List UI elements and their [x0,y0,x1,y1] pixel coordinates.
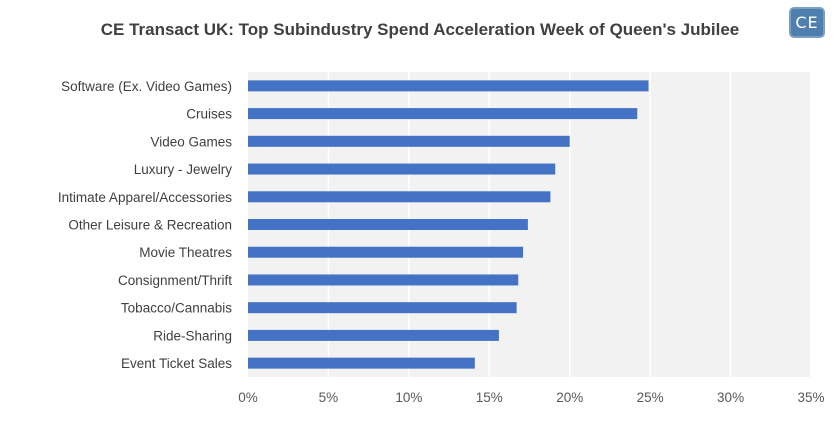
bar [248,357,475,369]
bar [248,329,499,341]
bar [248,219,528,230]
x-tick-labels: 0% 5% 10% 15% 20% 25% 30% 35% [238,390,824,405]
bar [248,163,556,175]
x-tick-label: 20% [556,390,583,405]
category-label: Event Ticket Sales [121,356,232,371]
bars [248,80,649,369]
category-label: Intimate Apparel/Accessories [58,190,232,205]
bar [248,302,517,314]
x-tick-label: 5% [319,390,339,405]
ce-logo: CE [789,7,825,38]
category-label: Software (Ex. Video Games) [61,79,232,94]
chart-title: CE Transact UK: Top Subindustry Spend Ac… [100,20,740,39]
x-tick-label: 10% [395,390,422,405]
category-label: Movie Theatres [139,245,232,260]
category-label: Ride-Sharing [153,328,232,343]
bar [248,246,524,258]
bar [248,135,570,147]
bar [248,274,519,286]
x-tick-label: 35% [797,390,824,405]
bar [248,108,638,120]
x-tick-label: 15% [476,390,503,405]
bar [248,191,551,203]
x-tick-label: 30% [717,390,744,405]
category-label: Consignment/Thrift [118,273,232,288]
category-label: Other Leisure & Recreation [68,218,232,233]
category-label: Luxury - Jewelry [134,162,233,177]
x-tick-label: 25% [637,390,664,405]
category-labels: Software (Ex. Video Games) Cruises Video G… [58,79,232,371]
category-label: Video Games [150,134,232,149]
category-label: Tobacco/Cannabis [121,301,232,316]
bar [248,80,649,92]
x-tick-label: 0% [238,390,258,405]
category-label: Cruises [186,107,232,122]
